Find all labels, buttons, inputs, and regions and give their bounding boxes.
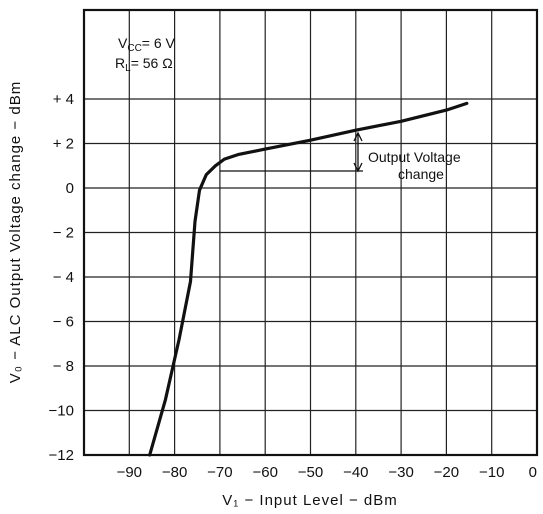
x-tick-label: −90 (117, 464, 142, 481)
x-tick-label: −30 (388, 464, 413, 481)
y-tick-label: + 4 (53, 91, 74, 108)
y-tick-label: −12 (49, 447, 74, 464)
output-voltage-change-label-1: Output Voltage (368, 149, 461, 165)
y-tick-label: −10 (49, 403, 74, 420)
plot-frame (82, 8, 539, 457)
condition-vcc: VCC= 6 V (118, 35, 176, 54)
y-tick-label: 0 (66, 180, 74, 197)
output-voltage-change-label-2: change (398, 166, 444, 182)
x-tick-label: −10 (479, 464, 504, 481)
x-tick-label: −70 (207, 464, 232, 481)
bracket-arrow-down (353, 162, 363, 173)
grid (84, 10, 537, 455)
y-tick-label: − 8 (53, 358, 74, 375)
x-tick-label: 0 (529, 464, 537, 481)
y-tick-labels: + 4 + 2 0 − 2 − 4 − 6 − 8 −10 −12 (49, 91, 74, 464)
data-line (148, 101, 469, 457)
x-tick-labels: −90 −80 −70 −60 −50 −40 −30 −20 −10 0 (117, 464, 537, 481)
bracket-arrow-up (353, 131, 363, 142)
condition-rl: RL= 56 Ω (115, 55, 173, 74)
y-tick-label: − 2 (53, 225, 74, 242)
x-axis-label: V₁ − Input Level − dBm (222, 492, 398, 509)
y-axis-label: V₀ − ALC Output Voltage change − dBm (7, 81, 24, 383)
x-tick-label: −80 (162, 464, 187, 481)
y-tick-label: − 4 (53, 269, 74, 286)
x-tick-label: −50 (298, 464, 323, 481)
x-tick-label: −40 (343, 464, 368, 481)
x-tick-label: −60 (252, 464, 277, 481)
y-tick-label: + 2 (53, 136, 74, 153)
y-tick-label: − 6 (53, 314, 74, 331)
x-tick-label: −20 (434, 464, 459, 481)
